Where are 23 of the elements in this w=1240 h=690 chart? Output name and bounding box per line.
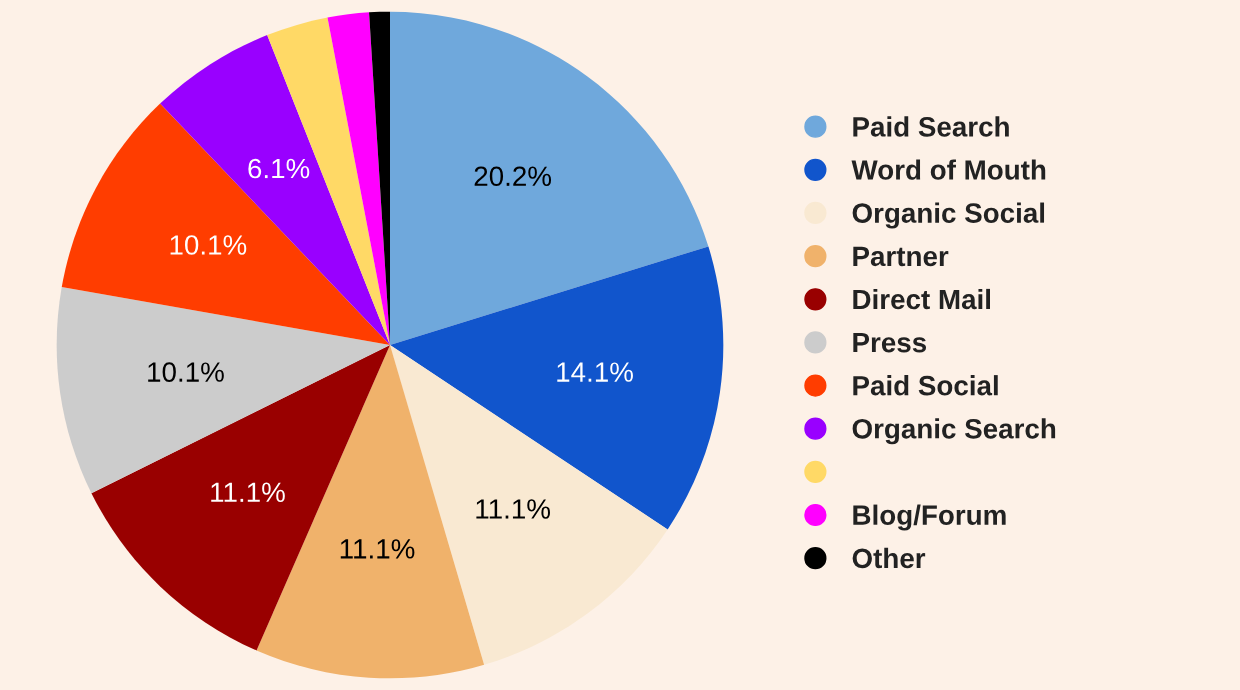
legend-label: Blog/Forum	[853, 504, 1006, 531]
data-label: 10.1%	[148, 362, 224, 382]
legend-label: Word of Mouth	[851, 159, 1046, 180]
legend-label: Organic Social	[852, 202, 1045, 229]
data-label: 11.1%	[340, 539, 415, 559]
legend-label: Other	[852, 547, 926, 569]
legend-label: Press	[853, 333, 927, 353]
pie-slice	[390, 246, 724, 530]
legend-label: Direct Mail	[853, 288, 990, 310]
legend-label: Organic Search	[852, 418, 1056, 445]
data-label: 11.1%	[476, 499, 550, 519]
data-label: 14.1%	[557, 362, 633, 382]
data-label: 11.1%	[211, 482, 285, 502]
pie-slice	[390, 11, 709, 345]
legend-label: Paid Search	[853, 116, 1009, 137]
pie-slice	[160, 35, 390, 345]
data-label: 6.1%	[248, 158, 310, 179]
data-label: 10.1%	[170, 235, 247, 255]
legend-label: Partner	[853, 246, 949, 267]
pie-slice	[327, 12, 390, 345]
legend-label: Paid Social	[853, 375, 998, 396]
pie-slice	[61, 103, 390, 345]
data-label: 20.2%	[474, 166, 552, 187]
